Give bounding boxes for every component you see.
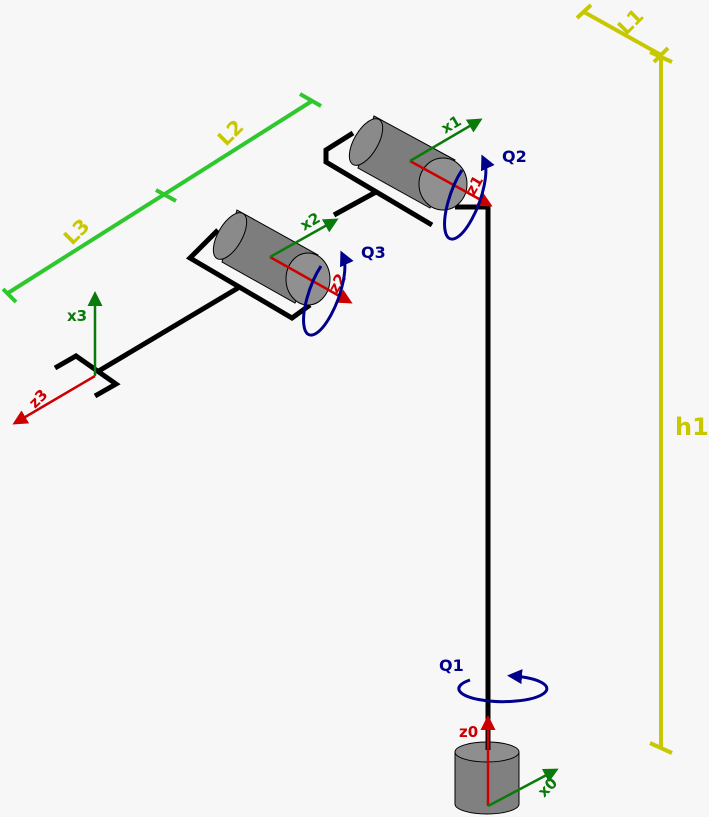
z1-axis [409, 159, 493, 207]
x2-axis [269, 218, 339, 259]
q2-label: Q2 [502, 147, 527, 166]
q2-rotation-arrow-icon [443, 154, 495, 241]
x1-label: x1 [438, 112, 464, 138]
z0-label: z0 [459, 723, 478, 741]
dimension-h1 [649, 50, 673, 755]
gripper [53, 353, 121, 399]
q1-label: Q1 [439, 656, 464, 675]
q3-rotation: Q3 [302, 243, 386, 337]
z3-label: z3 [25, 386, 51, 412]
dimension-L1 [575, 3, 670, 64]
link-2 [332, 189, 378, 218]
x0-axis [487, 768, 559, 808]
q3-rotation-arrow-icon [302, 250, 354, 337]
h1-label: h1 [675, 413, 709, 441]
q3-label: Q3 [361, 243, 386, 262]
x0-label: x0 [534, 774, 561, 801]
l1-label: L1 [613, 4, 649, 40]
q2-rotation: Q2 [443, 147, 527, 241]
dimension-L2-L3 [1, 92, 322, 304]
frame-3: z3 x3 [12, 291, 103, 425]
x3-label: x3 [67, 307, 87, 325]
z3-axis [12, 374, 96, 425]
link-3 [95, 285, 240, 375]
q1-rotation-arrow-icon [457, 669, 549, 704]
joint-q2-cylinder [348, 115, 468, 211]
joint-q3-bracket [185, 228, 312, 321]
z2-axis [269, 255, 353, 304]
x1-axis [409, 118, 483, 163]
q1-rotation: Q1 [439, 656, 549, 704]
joint-q2-bracket [323, 130, 486, 228]
